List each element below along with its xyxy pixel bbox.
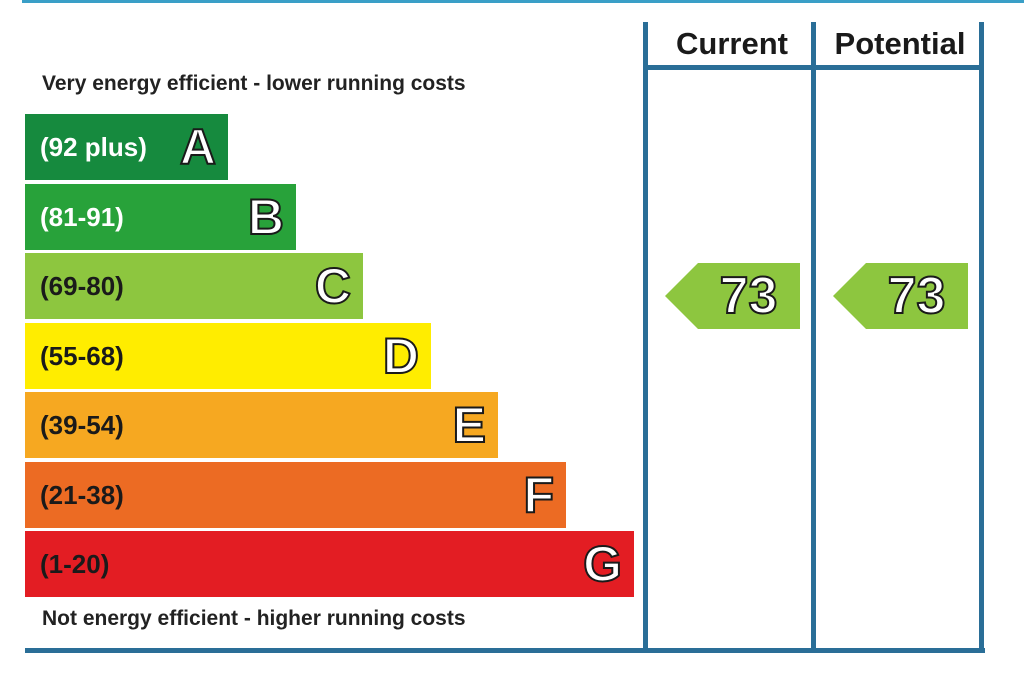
- header-rule: [643, 65, 984, 70]
- band-g: (1-20) G: [25, 531, 634, 597]
- band-range-label: (1-20): [40, 549, 110, 579]
- band-range-label: (81-91): [40, 202, 124, 232]
- band-range-label: (55-68): [40, 341, 124, 371]
- band-letter: G: [582, 535, 623, 593]
- band-a: (92 plus) A: [25, 114, 228, 180]
- potential-arrow-shape: [833, 263, 968, 329]
- current-arrow-shape: [665, 263, 800, 329]
- band-range-label: (39-54): [40, 410, 124, 440]
- band-letter: B: [247, 188, 285, 246]
- band-b: (81-91) B: [25, 184, 296, 250]
- column-divider-left: [643, 22, 648, 653]
- band-e: (39-54) E: [25, 392, 498, 458]
- band-f: (21-38) F: [25, 462, 566, 528]
- top-caption: Very energy efficient - lower running co…: [42, 72, 466, 95]
- band-letter: D: [382, 327, 420, 385]
- column-divider-middle: [811, 22, 816, 653]
- current-column-header: Current: [676, 26, 788, 61]
- current-rating-arrow: 73: [665, 263, 800, 329]
- band-letter: C: [314, 257, 352, 315]
- band-range-label: (92 plus): [40, 132, 147, 162]
- bottom-caption: Not energy efficient - higher running co…: [42, 607, 466, 630]
- potential-rating-value: 73: [887, 266, 947, 326]
- band-range-label: (21-38): [40, 480, 124, 510]
- top-rule: [22, 0, 1024, 3]
- band-range-label: (69-80): [40, 271, 124, 301]
- potential-rating-arrow: 73: [833, 263, 968, 329]
- column-divider-right: [979, 22, 984, 653]
- potential-column-header: Potential: [834, 26, 966, 61]
- bottom-rule: [25, 648, 985, 653]
- band-letter: F: [522, 466, 555, 524]
- band-letter: E: [452, 396, 487, 454]
- band-letter: A: [179, 118, 217, 176]
- current-rating-value: 73: [719, 266, 779, 326]
- band-d: (55-68) D: [25, 323, 431, 389]
- band-c: (69-80) C: [25, 253, 363, 319]
